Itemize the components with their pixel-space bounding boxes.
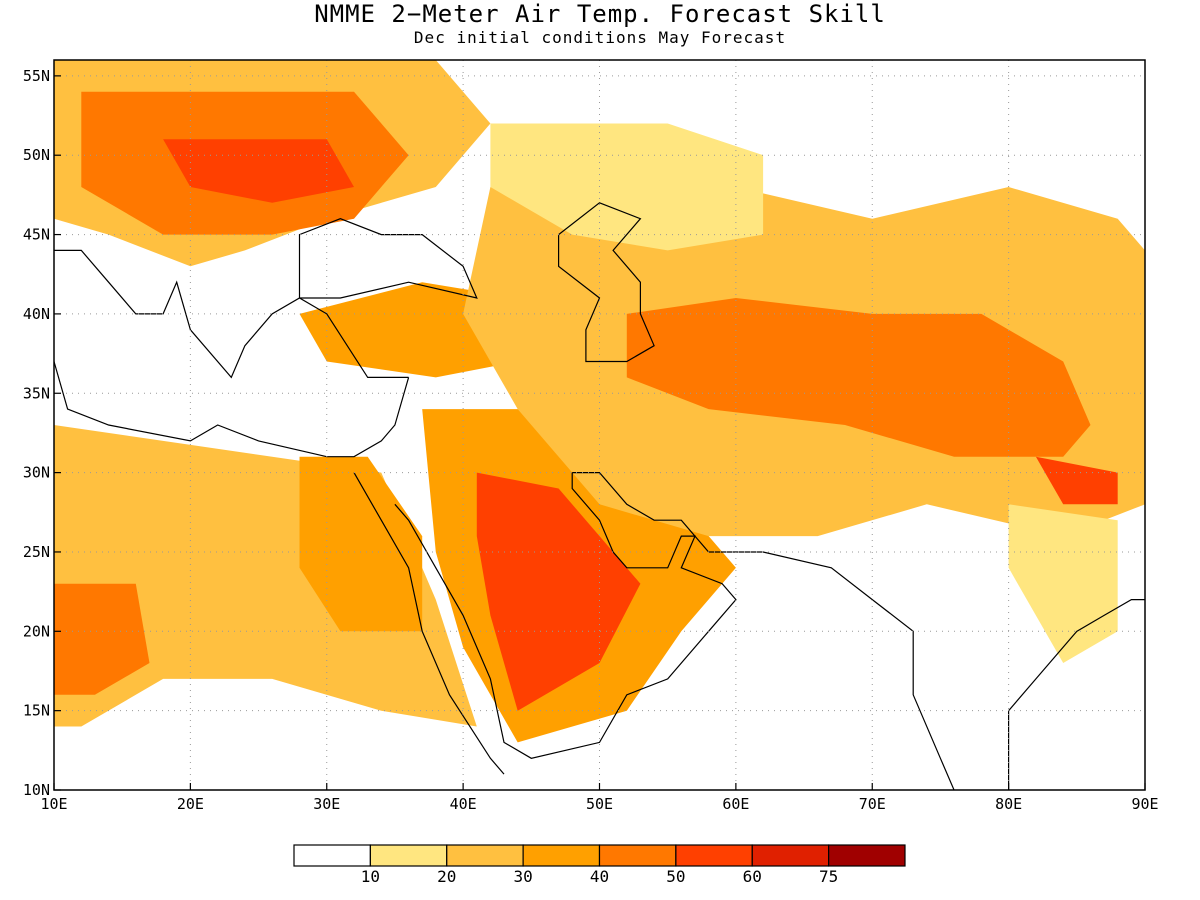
legend-swatch: [675, 844, 753, 867]
legend-label: 50: [666, 867, 685, 886]
lat-tick-label: 10N: [23, 781, 50, 799]
legend-label: 20: [437, 867, 456, 886]
legend-label: 60: [743, 867, 762, 886]
legend-label: 10: [361, 867, 380, 886]
lon-tick-label: 60E: [722, 795, 749, 813]
skill-region-north-africa-40: [299, 456, 423, 632]
lon-tick-label: 10E: [40, 795, 67, 813]
lat-tick-label: 25N: [23, 543, 50, 561]
legend-swatch: [293, 844, 371, 867]
lat-tick-label: 20N: [23, 622, 50, 640]
legend-swatch: [598, 844, 677, 867]
skill-region-iran-central-asia-50: [626, 298, 1091, 457]
lon-tick-label: 50E: [586, 795, 613, 813]
latitude-ticks: 10N 15N 20N 25N 30N 35N 40N 45N 50N 55N: [23, 67, 61, 799]
lon-tick-label: 40E: [450, 795, 477, 813]
legend-swatch: [369, 844, 448, 867]
legend-swatch: [446, 844, 524, 867]
coastline-gulf-north: [572, 472, 955, 790]
lon-tick-label: 70E: [859, 795, 886, 813]
skill-region-iran-central-asia-60: [1035, 456, 1118, 505]
chart-subtitle: Dec initial conditions May Forecast: [413, 28, 787, 47]
coastline-caspian: [557, 202, 655, 363]
coastline-black-sea: [298, 218, 478, 299]
legend-label: 30: [513, 867, 532, 886]
legend-swatch: [522, 844, 601, 867]
lon-tick-label: 80E: [995, 795, 1022, 813]
lon-tick-label: 20E: [177, 795, 204, 813]
lat-tick-label: 50N: [23, 146, 50, 164]
longitude-ticks: 10E 20E 30E 40E 50E 60E 70E 80E 90E: [40, 783, 1159, 813]
lon-tick-label: 30E: [313, 795, 340, 813]
lon-tick-label: 90E: [1131, 795, 1158, 813]
lat-tick-label: 15N: [23, 702, 50, 720]
lat-tick-label: 55N: [23, 67, 50, 85]
legend-swatch: [828, 844, 906, 867]
coastlines: [54, 202, 1145, 790]
coastline-red-sea-west: [353, 472, 505, 775]
legend-label: 40: [590, 867, 609, 886]
coastline-red-sea-east: [394, 472, 737, 759]
skill-region-arabia-60: [476, 472, 641, 711]
legend-swatch: [751, 844, 830, 867]
legend-label: 75: [819, 867, 838, 886]
lat-tick-label: 40N: [23, 305, 50, 323]
lat-tick-label: 35N: [23, 384, 50, 402]
lat-tick-label: 30N: [23, 464, 50, 482]
chart-title: NMME 2−Meter Air Temp. Forecast Skill: [314, 0, 886, 28]
coastline-mediterranean-south: [54, 361, 410, 458]
coastline-mediterranean-north: [54, 249, 409, 379]
lat-tick-label: 45N: [23, 226, 50, 244]
skill-region-north-africa-50: [54, 583, 150, 695]
